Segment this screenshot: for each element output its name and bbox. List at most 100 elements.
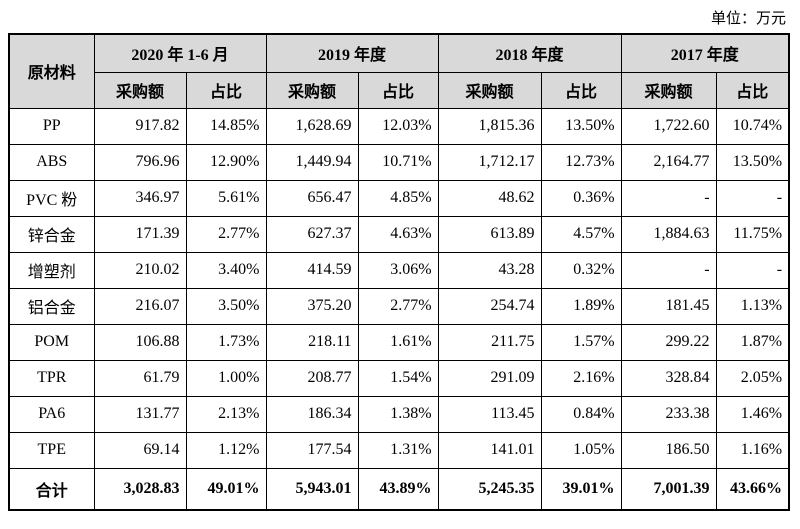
cell-value: 1.87% [715,323,790,361]
material-name: ABS [8,143,95,181]
total-value: 5,245.35 [437,467,542,511]
cell-value: 12.90% [185,143,267,181]
cell-value: 0.36% [540,179,622,217]
cell-value: 177.54 [265,431,359,469]
cell-value: 208.77 [265,359,359,397]
material-name: 铝合金 [8,287,95,325]
cell-value: 1.89% [540,287,622,325]
cell-value: 291.09 [437,359,542,397]
cell-value: 1.00% [185,359,267,397]
table-row: PA6 131.77 2.13% 186.34 1.38% 113.45 0.8… [8,395,790,433]
material-name: 增塑剂 [8,251,95,289]
header-material: 原材料 [8,33,95,109]
table-row: PVC 粉 346.97 5.61% 656.47 4.85% 48.62 0.… [8,179,790,217]
header-ratio: 占比 [540,71,622,109]
cell-value: 2.05% [715,359,790,397]
table-row: POM 106.88 1.73% 218.11 1.61% 211.75 1.5… [8,323,790,361]
cell-value: 346.97 [93,179,187,217]
cell-value: - [715,179,790,217]
cell-value: 1,449.94 [265,143,359,181]
cell-value: 11.75% [715,215,790,253]
cell-value: 12.73% [540,143,622,181]
table-row: 锌合金 171.39 2.77% 627.37 4.63% 613.89 4.5… [8,215,790,253]
cell-value: 1,628.69 [265,107,359,145]
cell-value: - [715,251,790,289]
table-row: 增塑剂 210.02 3.40% 414.59 3.06% 43.28 0.32… [8,251,790,289]
cell-value: 1.61% [357,323,439,361]
cell-value: 1.57% [540,323,622,361]
cell-value: 186.50 [620,431,717,469]
total-label: 合计 [8,467,95,511]
cell-value: 375.20 [265,287,359,325]
header-ratio: 占比 [357,71,439,109]
total-value: 7,001.39 [620,467,717,511]
cell-value: 1.73% [185,323,267,361]
header-amount: 采购额 [437,71,542,109]
cell-value: 12.03% [357,107,439,145]
cell-value: 1.05% [540,431,622,469]
material-name: TPE [8,431,95,469]
table-row: ABS 796.96 12.90% 1,449.94 10.71% 1,712.… [8,143,790,181]
cell-value: 3.06% [357,251,439,289]
cell-value: 2.77% [185,215,267,253]
header-period: 2017 年度 [620,33,790,73]
cell-value: 796.96 [93,143,187,181]
cell-value: 1,712.17 [437,143,542,181]
cell-value: 4.63% [357,215,439,253]
cell-value: 218.11 [265,323,359,361]
cell-value: 113.45 [437,395,542,433]
table-row: 铝合金 216.07 3.50% 375.20 2.77% 254.74 1.8… [8,287,790,325]
cell-value: 1.46% [715,395,790,433]
cell-value: 141.01 [437,431,542,469]
cell-value: 414.59 [265,251,359,289]
table-row: TPR 61.79 1.00% 208.77 1.54% 291.09 2.16… [8,359,790,397]
cell-value: 2.77% [357,287,439,325]
cell-value: 13.50% [540,107,622,145]
cell-value: 1.13% [715,287,790,325]
cell-value: 216.07 [93,287,187,325]
cell-value: 186.34 [265,395,359,433]
table-row: TPE 69.14 1.12% 177.54 1.31% 141.01 1.05… [8,431,790,469]
cell-value: 5.61% [185,179,267,217]
cell-value: 10.74% [715,107,790,145]
cell-value: 1.38% [357,395,439,433]
cell-value: 1,884.63 [620,215,717,253]
cell-value: 13.50% [715,143,790,181]
cell-value: 328.84 [620,359,717,397]
header-amount: 采购额 [265,71,359,109]
total-value: 49.01% [185,467,267,511]
cell-value: 3.50% [185,287,267,325]
cell-value: 656.47 [265,179,359,217]
total-value: 43.89% [357,467,439,511]
cell-value: 627.37 [265,215,359,253]
cell-value: - [620,179,717,217]
purchase-table: 原材料 2020 年 1-6 月 2019 年度 2018 年度 2017 年度… [8,33,791,511]
cell-value: 1.54% [357,359,439,397]
header-amount: 采购额 [620,71,717,109]
material-name: PA6 [8,395,95,433]
cell-value: 613.89 [437,215,542,253]
cell-value: 10.71% [357,143,439,181]
header-amount: 采购额 [93,71,187,109]
material-name: 锌合金 [8,215,95,253]
material-name: PVC 粉 [8,179,95,217]
cell-value: 2.13% [185,395,267,433]
material-name: TPR [8,359,95,397]
cell-value: 299.22 [620,323,717,361]
total-value: 39.01% [540,467,622,511]
header-period: 2018 年度 [437,33,622,73]
cell-value: 4.85% [357,179,439,217]
cell-value: 1.12% [185,431,267,469]
cell-value: 233.38 [620,395,717,433]
cell-value: 1.16% [715,431,790,469]
cell-value: 0.84% [540,395,622,433]
cell-value: 0.32% [540,251,622,289]
cell-value: 171.39 [93,215,187,253]
cell-value: 69.14 [93,431,187,469]
material-name: PP [8,107,95,145]
cell-value: 254.74 [437,287,542,325]
cell-value: 4.57% [540,215,622,253]
cell-value: 917.82 [93,107,187,145]
cell-value: 2,164.77 [620,143,717,181]
table-row: PP 917.82 14.85% 1,628.69 12.03% 1,815.3… [8,107,790,145]
